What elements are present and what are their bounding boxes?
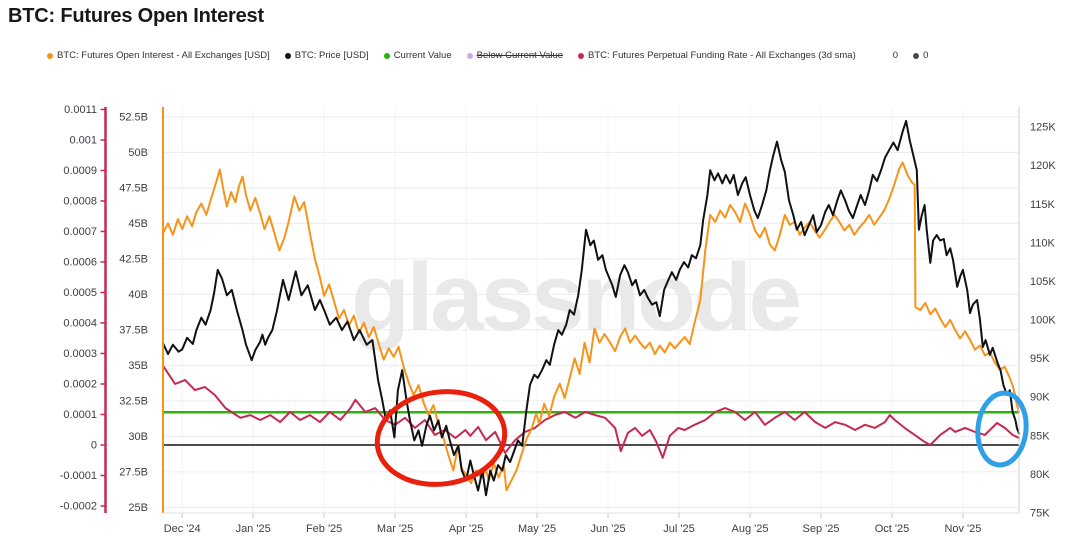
funding-tick-label: 0.0011 [64,104,97,116]
funding-tick-label: 0.0005 [63,287,97,299]
oi-tick-label: 45B [128,218,148,230]
month-tick-label: Jan '25 [236,523,271,535]
oi-tick-label: 50B [128,147,148,159]
legend-dot-icon [284,52,291,59]
series-line-0 [162,161,1020,492]
month-tick-label: Feb '25 [306,523,342,535]
oi-tick-label: 30B [128,431,148,443]
legend-item-6[interactable]: 0 [913,50,928,61]
funding-tick-label: 0.0009 [63,165,97,177]
price-tick-label: 125K [1030,122,1056,134]
month-tick-label: Jul '25 [663,523,694,535]
legend-item-3[interactable]: Below Current Value [466,50,564,61]
price-tick-label: 115K [1030,199,1056,211]
funding-tick-label: 0.0007 [63,226,97,238]
funding-tick-label: 0.0003 [63,348,97,360]
legend-dot-icon [47,52,53,59]
legend-label: 0 [892,50,899,61]
funding-tick-label: 0.0004 [63,317,97,329]
legend-dot-icon [383,52,390,59]
oi-tick-label: 27.5B [119,466,148,478]
legend-label: BTC: Futures Perpetual Funding Rate - Al… [588,50,856,61]
price-tick-label: 100K [1030,315,1056,327]
funding-tick-label: -0.0001 [60,470,97,482]
funding-tick-label: -0.0002 [60,500,97,512]
month-tick-label: Sep '25 [802,523,839,535]
series-line-2 [162,364,1020,459]
legend-item-0[interactable]: BTC: Futures Open Interest - All Exchang… [47,50,270,61]
price-tick-label: 90K [1030,392,1050,404]
legend-dot-icon [913,52,920,59]
price-tick-label: 95K [1030,353,1050,365]
month-tick-label: Jun '25 [590,523,625,535]
legend-label: Below Current Value [476,50,564,61]
funding-tick-label: 0.001 [69,134,97,146]
legend-item-4[interactable]: BTC: Futures Perpetual Funding Rate - Al… [578,50,856,61]
oi-tick-label: 42.5B [119,253,148,265]
month-tick-label: Oct '25 [875,523,910,535]
month-tick-label: Dec '24 [164,523,201,535]
oi-tick-label: 37.5B [119,324,148,336]
legend: BTC: Futures Open Interest - All Exchang… [47,50,928,61]
price-tick-label: 120K [1030,160,1056,172]
funding-tick-label: 0 [91,439,97,451]
legend-label: 0 [923,50,929,61]
legend-dot-icon [466,52,473,59]
legend-dot-icon [578,52,585,59]
blue-circle-annotation [975,390,1029,468]
legend-item-2[interactable]: Current Value [383,50,452,61]
month-tick-label: Nov '25 [944,523,981,535]
red-circle-annotation [374,389,508,487]
series-line-1 [162,119,1020,497]
oi-tick-label: 32.5B [119,395,148,407]
month-tick-label: May '25 [518,523,556,535]
legend-label: BTC: Futures Open Interest - All Exchang… [57,50,270,61]
funding-tick-label: 0.0002 [63,378,97,390]
glassnode-watermark: glassnode [351,244,799,351]
month-tick-label: Aug '25 [732,523,769,535]
funding-tick-label: 0.0001 [63,409,97,421]
month-tick-label: Mar '25 [377,523,413,535]
month-tick-label: Apr '25 [449,523,484,535]
oi-tick-label: 40B [128,289,148,301]
oi-tick-label: 25B [128,502,148,514]
legend-item-5[interactable]: 0 [893,50,898,61]
legend-label: Current Value [393,50,452,61]
page-title: BTC: Futures Open Interest [8,5,264,27]
price-tick-label: 85K [1030,430,1050,442]
price-tick-label: 105K [1030,276,1056,288]
legend-item-1[interactable]: BTC: Price [USD] [284,50,369,61]
funding-tick-label: 0.0008 [63,195,97,207]
price-tick-label: 110K [1030,237,1056,249]
oi-tick-label: 47.5B [119,182,148,194]
legend-label: BTC: Price [USD] [294,50,369,61]
funding-tick-label: 0.0006 [63,256,97,268]
price-tick-label: 75K [1030,508,1050,520]
oi-tick-label: 35B [128,360,148,372]
oi-tick-label: 52.5B [119,111,148,123]
price-tick-label: 80K [1030,469,1050,481]
